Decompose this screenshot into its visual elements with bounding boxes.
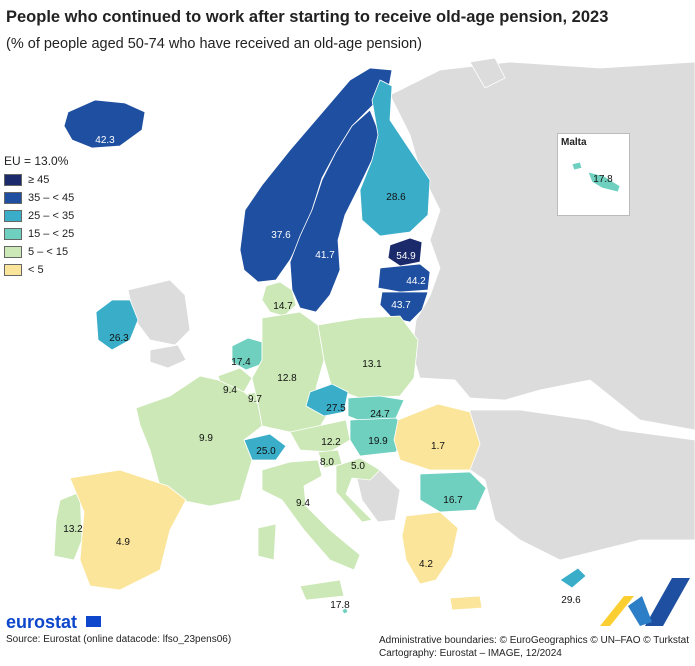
label-croatia: 5.0: [351, 461, 365, 472]
legend-label: 15 – < 25: [28, 227, 75, 240]
legend-swatch: [4, 245, 22, 258]
country-shapes: [53, 67, 587, 615]
cartography-note: Cartography: Eurostat – IMAGE, 12/2024: [378, 648, 562, 659]
label-germany: 12.8: [277, 373, 297, 384]
malta: [341, 607, 349, 615]
malta-inset-shape: [571, 161, 621, 193]
label-austria: 12.2: [321, 437, 341, 448]
finland: [359, 79, 431, 237]
malta-inset: Malta 17.8: [557, 133, 630, 216]
label-portugal: 13.2: [63, 524, 83, 535]
label-malta-inset: 17.8: [593, 174, 613, 185]
label-lithuania: 43.7: [391, 300, 411, 311]
iceland: [63, 99, 146, 149]
label-italy: 9.4: [296, 498, 310, 509]
latvia: [377, 263, 431, 293]
label-slovakia: 24.7: [370, 409, 390, 420]
romania: [393, 403, 481, 471]
legend-item: 15 – < 25: [4, 226, 74, 241]
eu-flag-icon: [86, 616, 101, 627]
map-subtitle: (% of people aged 50-74 who have receive…: [6, 36, 422, 52]
malta-inset-map: 17.8: [571, 161, 621, 193]
label-malta: 17.8: [330, 600, 350, 611]
label-bulgaria: 16.7: [443, 495, 463, 506]
label-ireland: 26.3: [109, 333, 129, 344]
legend-item: ≥ 45: [4, 172, 74, 187]
sweden: [289, 109, 381, 313]
legend-swatch: [4, 263, 22, 276]
france: [135, 375, 263, 507]
eurostat-corner-mark: [600, 578, 690, 626]
source-note: Source: Eurostat (online datacode: lfso_…: [6, 634, 232, 645]
italy: [257, 459, 361, 601]
label-poland: 13.1: [362, 359, 382, 370]
map-title: People who continued to work after start…: [6, 8, 609, 26]
legend-swatch: [4, 227, 22, 240]
label-hungary: 19.9: [368, 436, 388, 447]
spain: [69, 469, 187, 591]
legend: EU = 13.0% ≥ 45 35 – < 45 25 – < 35 15 –…: [4, 154, 74, 280]
estonia: [387, 237, 423, 267]
value-labels: 42.3 37.6 41.7 28.6 54.9 44.2 43.7 14.7 …: [63, 135, 581, 611]
legend-label: 25 – < 35: [28, 209, 75, 222]
norway: [239, 67, 393, 283]
austria: [289, 419, 351, 453]
germany: [251, 311, 331, 433]
croatia: [335, 457, 381, 523]
lithuania: [379, 291, 429, 323]
greece: [401, 511, 483, 611]
label-greece: 4.2: [419, 559, 433, 570]
legend-item: < 5: [4, 262, 74, 277]
label-finland: 28.6: [386, 192, 406, 203]
poland: [317, 315, 419, 399]
legend-label: 35 – < 45: [28, 191, 75, 204]
legend-label: < 5: [28, 263, 44, 276]
label-estonia: 54.9: [396, 251, 416, 262]
label-iceland: 42.3: [95, 135, 115, 146]
label-spain: 4.9: [116, 537, 130, 548]
label-romania: 1.7: [431, 441, 445, 452]
label-luxembourg: 9.7: [248, 394, 262, 405]
legend-swatch: [4, 191, 22, 204]
label-switzerland: 25.0: [256, 446, 276, 457]
inset-title: Malta: [561, 137, 587, 148]
denmark: [261, 281, 297, 317]
legend-item: 25 – < 35: [4, 208, 74, 223]
legend-item: 35 – < 45: [4, 190, 74, 205]
bulgaria: [419, 471, 487, 513]
credits: Administrative boundaries: © EuroGeograp…: [379, 634, 689, 660]
label-norway: 37.6: [271, 230, 291, 241]
legend-title: EU = 13.0%: [4, 154, 69, 168]
label-france: 9.9: [199, 433, 213, 444]
legend-swatch: [4, 173, 22, 186]
czechia: [305, 383, 349, 417]
cyprus: [559, 567, 587, 589]
label-sweden: 41.7: [315, 250, 335, 261]
label-slovenia: 8.0: [320, 457, 334, 468]
legend-swatch: [4, 209, 22, 222]
label-czechia: 27.5: [326, 403, 346, 414]
legend-label: 5 – < 15: [28, 245, 69, 258]
label-denmark: 14.7: [273, 301, 293, 312]
ireland: [95, 299, 139, 351]
label-netherlands: 17.4: [231, 357, 251, 368]
label-cyprus: 29.6: [561, 595, 581, 606]
legend-item: 5 – < 15: [4, 244, 74, 259]
legend-label: ≥ 45: [28, 173, 50, 186]
label-latvia: 44.2: [406, 276, 426, 287]
boundaries-note: Administrative boundaries: © EuroGeograp…: [378, 635, 689, 646]
eurostat-logo: eurostat: [6, 612, 78, 632]
label-belgium: 9.4: [223, 385, 237, 396]
